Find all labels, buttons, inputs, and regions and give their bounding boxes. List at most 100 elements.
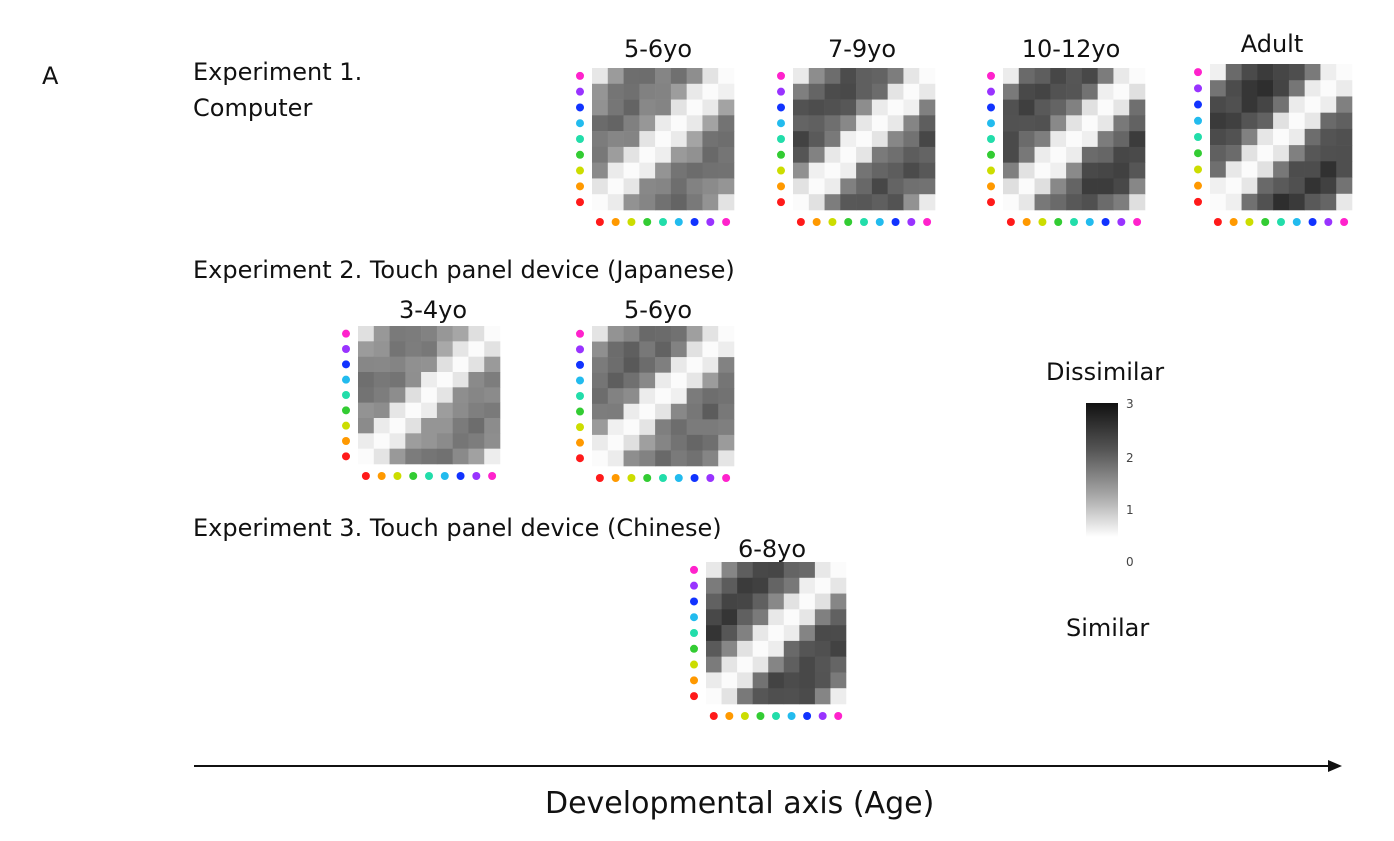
heatmap-title-exp2-3-4yo: 3-4yo [398, 296, 468, 324]
heatmap-cell [1003, 83, 1020, 100]
heatmap-cell [1034, 131, 1051, 148]
heatmap-title-exp2-5-6yo: 5-6yo [623, 296, 693, 324]
heatmap-cell [824, 131, 841, 148]
heatmap-cell [623, 357, 640, 373]
heatmap-exp2-5-6yo [576, 326, 735, 482]
color-dot-row [987, 150, 995, 159]
heatmap-cell [1257, 112, 1274, 130]
heatmap-cell [670, 357, 687, 373]
heatmap-cell [592, 341, 609, 358]
panel-letter: A [42, 62, 59, 90]
heatmap-cell [373, 387, 390, 403]
heatmap-cell [887, 83, 904, 100]
color-dot-row [690, 629, 698, 637]
heatmap-cell [737, 562, 753, 579]
heatmap-cell [702, 341, 719, 358]
color-dot-col [690, 474, 699, 482]
heatmap-cell [592, 419, 609, 436]
color-dot-col [425, 472, 433, 480]
color-dot-col [1117, 218, 1126, 226]
heatmap-cell [840, 115, 857, 132]
color-dot-row [576, 71, 584, 80]
heatmap-cell [706, 688, 722, 705]
heatmap-cell [1018, 68, 1035, 85]
color-dot-row [342, 437, 350, 445]
color-dot-row [987, 103, 995, 112]
heatmap-cell [1304, 64, 1321, 81]
heatmap-cell [1050, 146, 1067, 163]
color-dot-col [393, 472, 402, 480]
heatmap-cell [686, 434, 703, 451]
color-dot-col [1022, 218, 1031, 226]
heatmap-cell [1336, 112, 1353, 130]
heatmap-cell [808, 146, 825, 163]
heatmap-cell [1018, 162, 1035, 179]
heatmap-cell [670, 403, 687, 420]
color-dot-col [1101, 218, 1110, 226]
color-dot-col [1308, 218, 1317, 226]
heatmap-cell [639, 372, 656, 389]
heatmap-cell [468, 402, 485, 419]
color-dot-col [440, 472, 449, 480]
heatmap-cell [405, 356, 422, 373]
heatmap-cell [452, 326, 469, 342]
color-dot-col [891, 218, 900, 226]
heatmap-cell [639, 99, 656, 116]
heatmap-cell [752, 656, 769, 673]
heatmap-cell [1113, 99, 1130, 116]
heatmap-cell [783, 577, 800, 594]
heatmap-cell [718, 372, 735, 389]
heatmap-cell [1257, 80, 1274, 97]
heatmap-cell [592, 131, 609, 148]
heatmap-cell [468, 356, 485, 373]
color-dot-col [1070, 218, 1078, 226]
color-dot-row [342, 360, 350, 369]
heatmap-cell [808, 178, 825, 195]
heatmap-cell [405, 341, 422, 357]
heatmap-cell [389, 433, 406, 449]
color-dot-row [576, 329, 584, 338]
color-dot-col [1085, 218, 1094, 226]
heatmap-cell [1273, 177, 1290, 195]
heatmap-cell [670, 99, 687, 116]
heatmap-cell [1003, 131, 1020, 148]
heatmap-cell [871, 115, 888, 132]
heatmap-cell [1320, 80, 1337, 97]
heatmap-cell [1066, 131, 1083, 148]
color-dot-col [674, 218, 683, 226]
heatmap-cell [373, 372, 390, 388]
color-dot-row [342, 329, 350, 338]
heatmap-cell [405, 433, 422, 449]
color-dot-row [987, 166, 995, 175]
heatmap-cell [484, 341, 501, 357]
color-dot-col [1054, 218, 1063, 226]
heatmap-cell [452, 448, 469, 465]
heatmap-cell [840, 131, 857, 148]
heatmap-cell [639, 146, 656, 163]
heatmap-cell [592, 68, 609, 85]
heatmap-cell [814, 672, 831, 689]
color-dot-col [803, 712, 812, 720]
heatmap-cell [607, 388, 624, 405]
heatmap-cell [887, 194, 904, 211]
heatmap-cell [686, 372, 703, 389]
heatmap-cell [1113, 146, 1130, 163]
heatmap-cell [737, 640, 753, 657]
heatmap-cell [903, 68, 920, 85]
heatmap-cell [655, 146, 672, 163]
heatmap-cell [421, 402, 438, 419]
heatmap-cell [607, 419, 624, 436]
heatmap-cell [468, 326, 485, 342]
heatmap-cell [1034, 68, 1051, 85]
color-dot-col [722, 474, 731, 482]
heatmap-cell [1129, 115, 1146, 132]
heatmap-cell [919, 115, 936, 132]
heatmap-cell [721, 577, 738, 594]
heatmap-cell [1304, 80, 1321, 97]
heatmap-cell [718, 450, 735, 467]
heatmap-cell [824, 194, 841, 211]
color-dot-col [1133, 218, 1142, 226]
heatmap-cell [1113, 68, 1130, 85]
heatmap-cell [670, 434, 687, 451]
color-dot-row [576, 376, 584, 385]
